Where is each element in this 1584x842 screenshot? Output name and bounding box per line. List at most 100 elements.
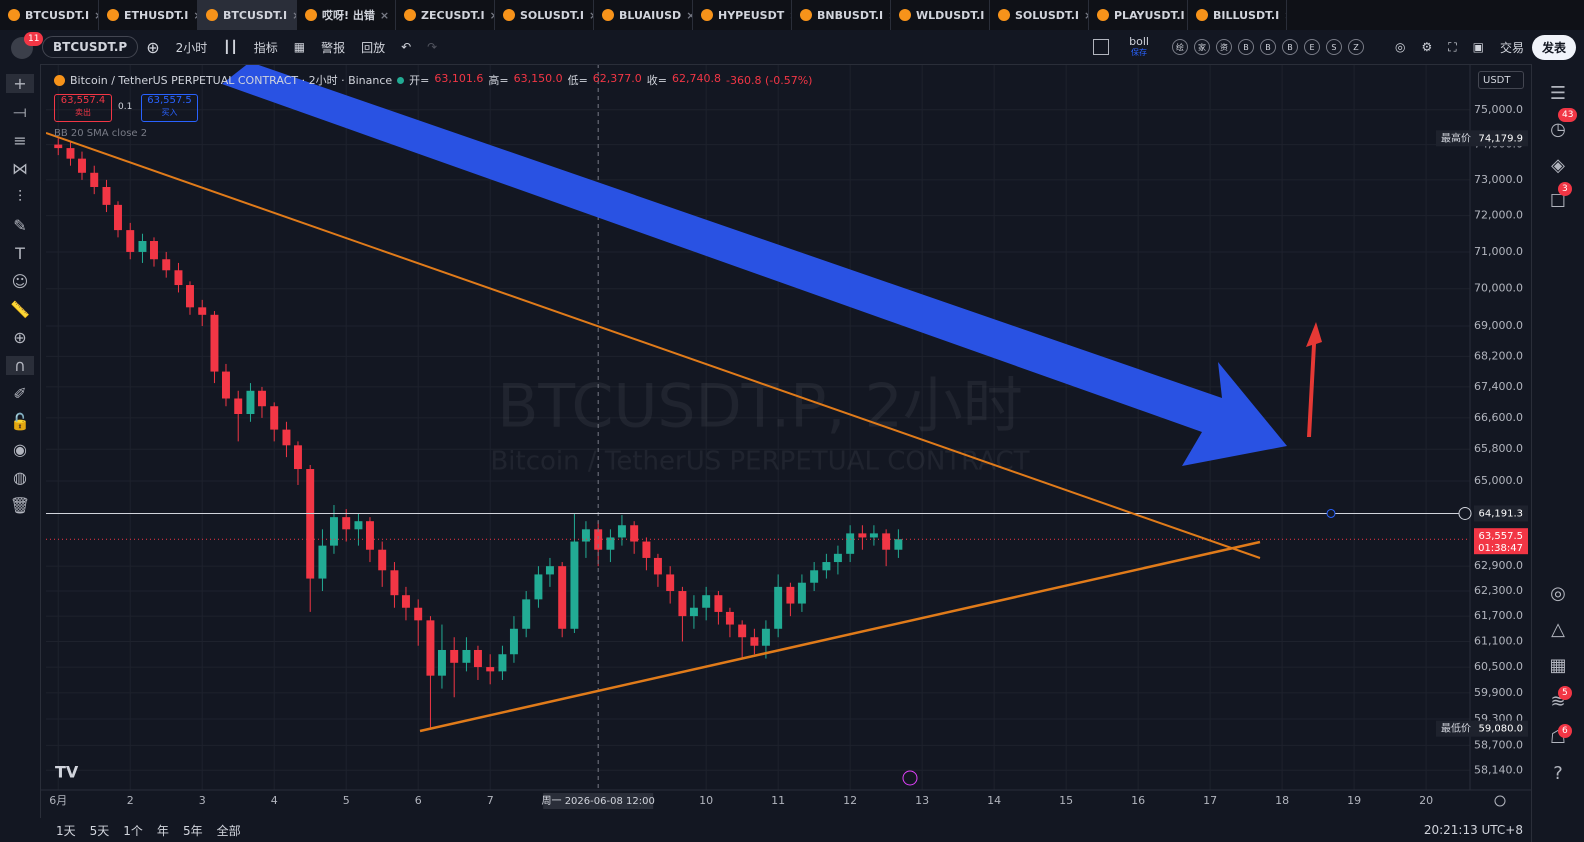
- quick-button[interactable]: B: [1237, 39, 1254, 55]
- avatar[interactable]: 11: [8, 32, 44, 60]
- tool[interactable]: 🔓: [10, 412, 30, 431]
- publish[interactable]: 发表: [1531, 34, 1576, 60]
- redo[interactable]: ↷: [427, 40, 438, 54]
- tab[interactable]: WLDUSDT.I ×: [891, 0, 990, 30]
- tool[interactable]: ≡: [13, 131, 27, 150]
- tab-close[interactable]: ×: [1084, 9, 1088, 22]
- range-button[interactable]: 5年: [182, 823, 203, 838]
- tool[interactable]: T: [15, 244, 25, 263]
- quick-button[interactable]: E: [1303, 39, 1320, 55]
- tab-close[interactable]: ×: [292, 9, 296, 22]
- tool[interactable]: ◍: [13, 468, 27, 487]
- checkbox[interactable]: [1093, 39, 1110, 55]
- quick-button[interactable]: 资: [1215, 39, 1232, 55]
- settings-icon[interactable]: [1494, 795, 1506, 807]
- line-handle[interactable]: [1326, 508, 1336, 518]
- y-tick-label: 69,000.0: [1474, 319, 1523, 332]
- trade[interactable]: 交易: [1499, 40, 1524, 55]
- tab-close[interactable]: ×: [490, 9, 494, 22]
- symbol-button[interactable]: BTCUSDT.P: [42, 36, 139, 58]
- candle-body: [750, 637, 759, 646]
- tab[interactable]: BTCUSDT.I ×: [198, 0, 297, 30]
- quantity[interactable]: 0.1: [118, 102, 133, 112]
- tab-close[interactable]: ×: [686, 9, 692, 22]
- tool[interactable]: 🗑: [9, 496, 31, 515]
- tab[interactable]: 哎呀! 出错 ×: [297, 0, 396, 30]
- interval[interactable]: 2小时: [175, 40, 208, 55]
- event-icon[interactable]: [902, 770, 918, 786]
- tab[interactable]: PLAYUSDT.I×: [1089, 0, 1188, 30]
- candle-body: [570, 541, 579, 629]
- tab-close[interactable]: ×: [789, 9, 791, 22]
- tab-close[interactable]: ×: [589, 9, 593, 22]
- tab-close[interactable]: ×: [1284, 9, 1286, 22]
- replay[interactable]: 回放: [361, 40, 386, 55]
- candle-body: [198, 307, 207, 315]
- quick-button[interactable]: S: [1325, 39, 1342, 55]
- indicators[interactable]: 指标: [253, 40, 278, 55]
- tool[interactable]: ✎: [13, 216, 27, 235]
- tool[interactable]: ⊕: [13, 328, 27, 347]
- tab-bar: BTCUSDT.I×ETHUSDT.I×BTCUSDT.I×哎呀! 出错×ZEC…: [0, 0, 1584, 30]
- tab[interactable]: HYPEUSDT ×: [693, 0, 792, 30]
- trend-line[interactable]: [46, 132, 1261, 559]
- undo[interactable]: ↶: [401, 40, 412, 54]
- candle-body: [426, 620, 435, 676]
- tool[interactable]: ⫶: [17, 187, 22, 206]
- clock: 20:21:13 UTC+8: [1423, 823, 1523, 837]
- range-button[interactable]: 1天: [56, 823, 76, 838]
- icon[interactable]: ⚙: [1421, 40, 1433, 54]
- tab[interactable]: BNBUSDT.I ×: [792, 0, 891, 30]
- layouts[interactable]: ▦: [293, 40, 306, 54]
- tool[interactable]: 📏: [10, 300, 30, 319]
- icon[interactable]: ▣: [1472, 40, 1484, 54]
- tool[interactable]: ⟞: [13, 102, 27, 121]
- tab[interactable]: ZECUSDT.I ×: [396, 0, 495, 30]
- quick-button[interactable]: 家: [1193, 39, 1210, 55]
- tab[interactable]: BLUAIUSD ×: [594, 0, 693, 30]
- tool[interactable]: ◉: [13, 440, 27, 459]
- sell-button[interactable]: 63,557.4 卖出: [54, 94, 112, 122]
- icon[interactable]: ◎: [1394, 40, 1406, 54]
- tool[interactable]: ⋈: [12, 159, 28, 178]
- range-button[interactable]: 1个: [123, 823, 143, 838]
- tab[interactable]: SOLUSDT.I ×: [495, 0, 594, 30]
- quick-button[interactable]: B: [1259, 39, 1276, 55]
- x-tick-label: 6: [415, 794, 422, 807]
- tab[interactable]: SOLUSDT.I ×: [990, 0, 1089, 30]
- badge: 5: [1558, 686, 1572, 700]
- red-arrow[interactable]: [1306, 322, 1322, 437]
- buy-button[interactable]: 63,557.5 买入: [141, 94, 198, 122]
- tool[interactable]: ✐: [13, 384, 27, 403]
- tab[interactable]: BTCUSDT.I ×: [0, 0, 99, 30]
- blue-arrow[interactable]: [222, 62, 1287, 466]
- x-tick-label: 16: [1131, 794, 1145, 807]
- tool[interactable]: ∩: [6, 356, 34, 375]
- tool[interactable]: ☺: [11, 272, 29, 291]
- range-button[interactable]: 年: [156, 823, 169, 838]
- tab-close[interactable]: ×: [379, 8, 390, 22]
- layout-name[interactable]: boll 保存: [1129, 36, 1149, 58]
- currency[interactable]: USDT: [1478, 71, 1524, 89]
- candle-body: [894, 539, 903, 550]
- y-tick-label: 58,700.0: [1474, 738, 1523, 751]
- icon[interactable]: ⛶: [1448, 39, 1457, 54]
- tab[interactable]: ETHUSDT.I ×: [99, 0, 198, 30]
- add-alert[interactable]: [1458, 506, 1472, 520]
- tab-close[interactable]: ×: [888, 9, 890, 22]
- tab-close[interactable]: ×: [193, 9, 197, 22]
- range-button[interactable]: 全部: [216, 823, 241, 838]
- quick-button[interactable]: 绘: [1171, 39, 1188, 55]
- range-button[interactable]: 5天: [89, 823, 110, 838]
- tab-close[interactable]: ×: [94, 9, 98, 22]
- add-symbol[interactable]: ⊕: [146, 37, 160, 57]
- quick-button[interactable]: Z: [1347, 39, 1364, 55]
- chart-type[interactable]: ┃┃: [223, 40, 238, 54]
- tool[interactable]: +: [6, 74, 34, 93]
- y-tick-label: 66,600.0: [1474, 411, 1523, 424]
- alert[interactable]: 警报: [321, 40, 346, 55]
- quick-button[interactable]: B: [1281, 39, 1298, 55]
- price-label-bg: [1436, 130, 1528, 147]
- trend-line[interactable]: [419, 540, 1261, 733]
- tab[interactable]: BILLUSDT.I ×: [1188, 0, 1287, 30]
